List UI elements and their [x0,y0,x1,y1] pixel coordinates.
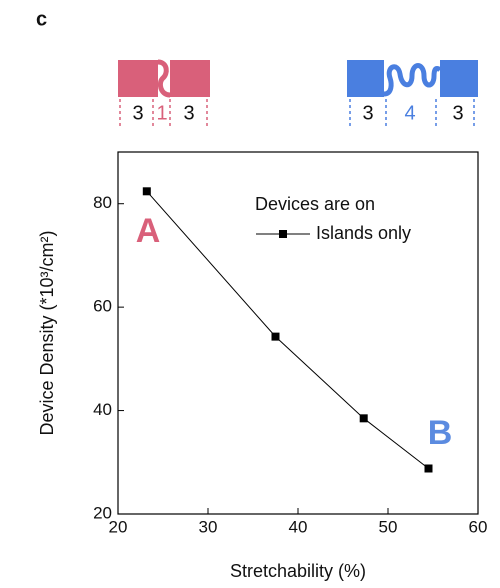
schematic-label: 4 [404,102,415,124]
schematic-label: 3 [132,102,143,124]
y-axis-label: Device Density (*10³/cm²) [37,230,57,435]
x-axis-label: Stretchability (%) [230,561,366,581]
x-tick-label: 50 [379,517,398,536]
data-point [425,464,433,472]
legend-title: Devices are on [255,194,375,214]
legend-marker [279,230,287,238]
data-point [272,333,280,341]
y-tick-label: 80 [93,193,112,212]
legend-label: Islands only [316,223,411,243]
y-tick-label: 60 [93,297,112,316]
y-tick-label: 40 [93,400,112,419]
data-point [360,414,368,422]
y-tick-label: 20 [93,503,112,522]
x-tick-label: 40 [289,517,308,536]
x-tick-label: 60 [469,517,488,536]
schematic-label: 3 [452,102,463,124]
schematic-label: 1 [156,102,167,124]
figure: c 3 1 3 3 4 3 Stretchability (%) Device … [0,0,500,588]
schematic-left [118,60,210,97]
panel-label: c [36,8,47,30]
schematic-label: 3 [362,102,373,124]
x-tick-label: 30 [199,517,218,536]
annotation: A [136,212,161,250]
schematic-right [347,60,478,97]
annotation: B [428,414,453,452]
data-point [143,187,151,195]
schematic-label: 3 [183,102,194,124]
